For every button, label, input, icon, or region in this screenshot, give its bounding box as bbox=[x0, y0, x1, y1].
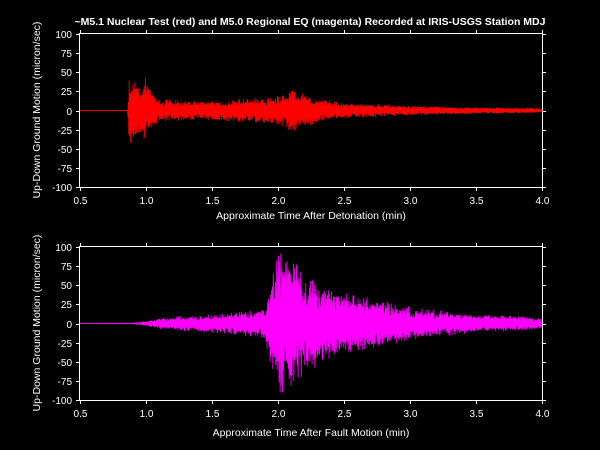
regional-earthquake-x-tick-label: 1.0 bbox=[140, 409, 154, 420]
figure-title: ~M5.1 Nuclear Test (red) and M5.0 Region… bbox=[75, 16, 546, 28]
nuclear-test-y-tick-label: 0 bbox=[66, 107, 72, 118]
regional-earthquake-y-tick-label: 50 bbox=[61, 281, 73, 292]
regional-earthquake-x-tick-label: 2.5 bbox=[338, 409, 352, 420]
nuclear-test-x-tick-label: 0.5 bbox=[74, 196, 88, 207]
regional-earthquake-x-ticks: 0.5 1.0 1.5 2.0 2.5 3.0 3.5 4.0 bbox=[74, 243, 550, 420]
regional-earthquake-y-tick-label: 75 bbox=[61, 262, 73, 273]
regional-earthquake-y-tick-label: 0 bbox=[66, 320, 72, 331]
regional-earthquake-plot-frame bbox=[79, 246, 543, 401]
nuclear-test-x-axis-label: Approximate Time After Detonation (min) bbox=[216, 210, 406, 222]
regional-earthquake-y-tick-label: -25 bbox=[58, 339, 73, 350]
nuclear-test-plot-frame bbox=[79, 33, 543, 188]
nuclear-test-y-tick-label: 25 bbox=[61, 87, 73, 98]
regional-earthquake-x-axis-label: Approximate Time After Fault Motion (min… bbox=[213, 427, 410, 439]
nuclear-test-x-tick-label: 1.0 bbox=[140, 196, 154, 207]
regional-earthquake-y-tick-label: 100 bbox=[55, 243, 72, 254]
regional-earthquake-y-tick-label: -100 bbox=[52, 396, 72, 407]
regional-earthquake-x-tick-label: 0.5 bbox=[74, 409, 88, 420]
nuclear-test-x-tick-label: 3.5 bbox=[470, 196, 484, 207]
nuclear-test-y-tick-label: -100 bbox=[52, 183, 72, 194]
nuclear-test-waveform-line bbox=[79, 77, 543, 144]
regional-earthquake-y-axis-label: Up-Down Ground Motion (micron/sec) bbox=[31, 235, 43, 412]
regional-earthquake-y-ticks: 100 75 50 25 0 -25 -50 -75 -100 bbox=[52, 243, 546, 407]
regional-earthquake-x-tick-label: 3.5 bbox=[470, 409, 484, 420]
nuclear-test-x-tick-label: 3.0 bbox=[404, 196, 418, 207]
nuclear-test-y-tick-label: -50 bbox=[58, 145, 73, 156]
nuclear-test-y-tick-label: 75 bbox=[61, 49, 73, 60]
nuclear-test-waveform bbox=[79, 77, 543, 144]
regional-earthquake-x-tick-label: 4.0 bbox=[536, 409, 550, 420]
regional-earthquake-y-tick-label: -75 bbox=[58, 377, 73, 388]
regional-earthquake-y-tick-label: -50 bbox=[58, 358, 73, 369]
nuclear-test-y-tick-label: -25 bbox=[58, 126, 73, 137]
nuclear-test-panel: 0.5 1.0 1.5 2.0 2.5 3.0 3.5 4.0 100 75 50 25 0 -25 -5… bbox=[31, 22, 550, 222]
regional-earthquake-x-tick-label: 3.0 bbox=[404, 409, 418, 420]
nuclear-test-x-ticks: 0.5 1.0 1.5 2.0 2.5 3.0 3.5 4.0 bbox=[74, 30, 550, 207]
nuclear-test-x-tick-label: 2.5 bbox=[338, 196, 352, 207]
nuclear-test-y-tick-label: 50 bbox=[61, 68, 73, 79]
nuclear-test-y-tick-label: 100 bbox=[55, 30, 72, 41]
nuclear-test-x-tick-label: 4.0 bbox=[536, 196, 550, 207]
nuclear-test-y-tick-label: -75 bbox=[58, 164, 73, 175]
regional-earthquake-x-tick-label: 1.5 bbox=[206, 409, 220, 420]
nuclear-test-x-tick-label: 1.5 bbox=[206, 196, 220, 207]
regional-earthquake-waveform-line bbox=[79, 253, 543, 393]
regional-earthquake-x-tick-label: 2.0 bbox=[272, 409, 286, 420]
regional-earthquake-panel: 0.5 1.0 1.5 2.0 2.5 3.0 3.5 4.0 100 75 50 25 0 -25 -5… bbox=[31, 235, 550, 439]
nuclear-test-y-axis-label: Up-Down Ground Motion (micron/sec) bbox=[31, 22, 43, 199]
regional-earthquake-y-tick-label: 25 bbox=[61, 300, 73, 311]
nuclear-test-y-ticks: 100 75 50 25 0 -25 -50 -75 -100 bbox=[52, 30, 546, 194]
regional-earthquake-waveform bbox=[79, 253, 543, 393]
nuclear-test-x-tick-label: 2.0 bbox=[272, 196, 286, 207]
